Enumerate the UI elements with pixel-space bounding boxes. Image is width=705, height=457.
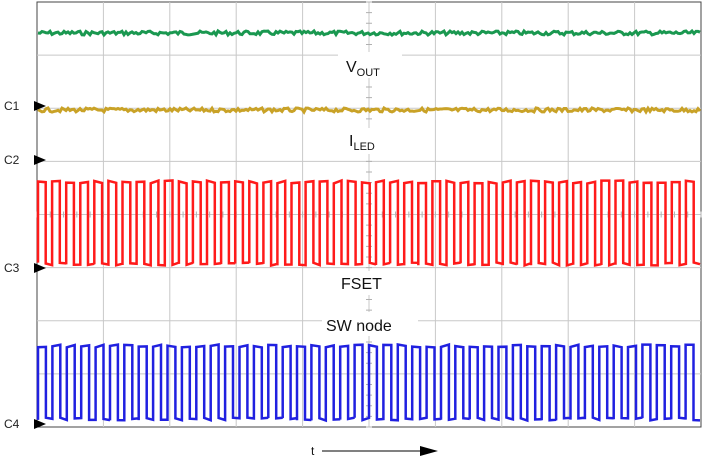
fset-label: FSET (341, 276, 382, 293)
channel-marker-c2: C2 (4, 153, 20, 167)
channel-marker-c1: C1 (4, 99, 20, 113)
iled-label: ILED (349, 133, 375, 153)
vout-label: VOUT (346, 59, 380, 79)
trace-c3 (36, 178, 701, 268)
channel-marker-arrow (34, 419, 46, 429)
sw-node-label: SW node (326, 318, 392, 335)
channel-marker-c3: C3 (4, 261, 20, 275)
trace-c1 (37, 28, 701, 38)
channel-marker-arrow (34, 263, 46, 273)
channel-marker-c4: C4 (4, 417, 20, 431)
channel-marker-arrow (34, 101, 46, 111)
channel-marker-arrow (34, 155, 46, 165)
waveform-traces (36, 28, 702, 423)
trace-c2 (37, 105, 702, 115)
time-arrow-head (420, 446, 438, 456)
trace-c4 (36, 342, 701, 423)
time-axis-label: t (311, 444, 315, 457)
channel-markers: C1 C2 C3 C4 (4, 99, 46, 431)
